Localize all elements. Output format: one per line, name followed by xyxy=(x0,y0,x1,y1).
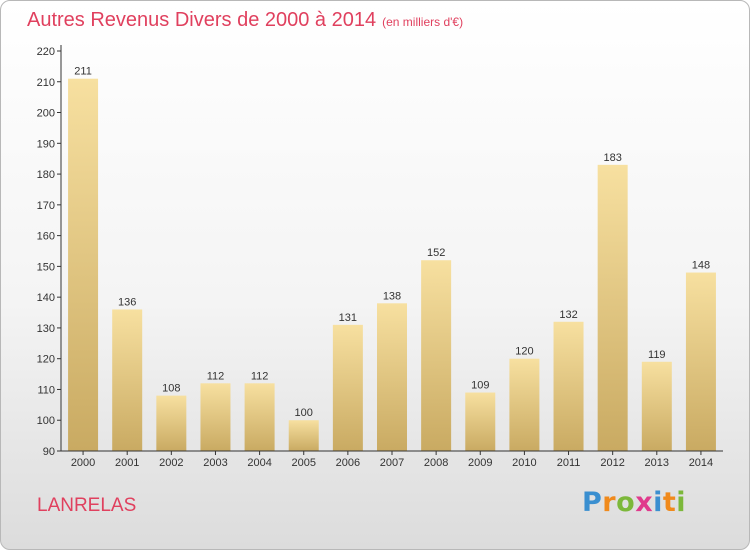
value-labels: 211 136 108 112 112 100 131 138 152 109 120 132 183 1… xyxy=(74,66,710,420)
bar xyxy=(597,164,628,451)
bar xyxy=(685,272,716,451)
logo-letter: x xyxy=(635,487,654,518)
value-label: 108 xyxy=(162,383,180,395)
y-tick-label: 160 xyxy=(37,231,55,243)
chart-title: Autres Revenus Divers de 2000 à 2014 (en … xyxy=(27,9,463,32)
logo-letter: P xyxy=(582,487,603,518)
y-tick-label: 90 xyxy=(43,446,55,458)
bar xyxy=(553,321,584,451)
title-unit: (en milliers d'€) xyxy=(382,15,464,29)
bar xyxy=(156,395,187,451)
x-tick-label: 2004 xyxy=(247,457,271,469)
logo-letter: i xyxy=(653,487,663,518)
y-tick-label: 110 xyxy=(37,384,55,396)
value-label: 152 xyxy=(427,247,445,259)
value-label: 100 xyxy=(295,407,313,419)
y-tick-label: 170 xyxy=(37,200,55,212)
logo-letter: r xyxy=(602,487,617,518)
x-tick-label: 2001 xyxy=(115,457,139,469)
y-tick-label: 100 xyxy=(37,415,55,427)
title-text: Autres Revenus Divers de 2000 à 2014 xyxy=(27,9,377,31)
proxiti-logo: Proxiti xyxy=(582,487,686,518)
value-label: 138 xyxy=(383,290,401,302)
value-label: 148 xyxy=(692,260,710,272)
bar xyxy=(465,392,496,451)
bar xyxy=(112,309,143,451)
x-tick-label: 2003 xyxy=(203,457,227,469)
logo-letter: o xyxy=(616,487,636,518)
value-label: 112 xyxy=(207,370,225,382)
bar xyxy=(332,324,363,451)
value-label: 132 xyxy=(559,309,577,321)
y-tick-label: 190 xyxy=(37,138,55,150)
y-tick-label: 140 xyxy=(37,292,55,304)
logo-letter: t xyxy=(662,487,677,518)
value-label: 136 xyxy=(118,296,136,308)
bar xyxy=(288,420,319,451)
y-tick-label: 130 xyxy=(37,323,55,335)
x-tick-label: 2013 xyxy=(645,457,669,469)
x-tick-label: 2012 xyxy=(600,457,624,469)
value-label: 131 xyxy=(339,312,357,324)
bar xyxy=(244,383,275,451)
x-tick-label: 2008 xyxy=(424,457,448,469)
commune-name: LANRELAS xyxy=(37,495,137,516)
x-tick-label: 2009 xyxy=(468,457,492,469)
value-label: 112 xyxy=(251,370,269,382)
value-label: 119 xyxy=(648,349,666,361)
x-tick-label: 2010 xyxy=(512,457,536,469)
y-tick-label: 200 xyxy=(37,108,55,120)
x-tick-label: 2006 xyxy=(336,457,360,469)
value-label: 183 xyxy=(603,152,621,164)
x-tick-label: 2007 xyxy=(380,457,404,469)
y-axis-ticks: 90 100 110 120 130 140 150 160 170 180 190 200 210 22… xyxy=(37,46,61,458)
bars xyxy=(68,78,716,451)
x-tick-label: 2002 xyxy=(159,457,183,469)
value-label: 109 xyxy=(471,380,489,392)
value-label: 120 xyxy=(515,346,533,358)
bar xyxy=(377,303,407,451)
y-tick-label: 120 xyxy=(37,354,55,366)
bar xyxy=(421,260,452,451)
value-label: 211 xyxy=(74,66,92,78)
x-axis-ticks: 2000 2001 2002 2003 2004 2005 2006 2007 2008 2009… xyxy=(71,451,713,469)
x-tick-label: 2014 xyxy=(689,457,713,469)
y-tick-label: 210 xyxy=(37,77,55,89)
x-tick-label: 2011 xyxy=(557,457,581,469)
bar xyxy=(641,361,672,451)
logo-letter: i xyxy=(676,487,687,518)
y-tick-label: 220 xyxy=(37,46,55,58)
bar xyxy=(68,78,99,451)
bar xyxy=(509,358,540,451)
y-tick-label: 180 xyxy=(37,169,55,181)
axes xyxy=(60,45,723,452)
x-tick-label: 2005 xyxy=(291,457,315,469)
x-tick-label: 2000 xyxy=(71,457,95,469)
bar xyxy=(200,383,231,451)
y-tick-label: 150 xyxy=(37,261,55,273)
